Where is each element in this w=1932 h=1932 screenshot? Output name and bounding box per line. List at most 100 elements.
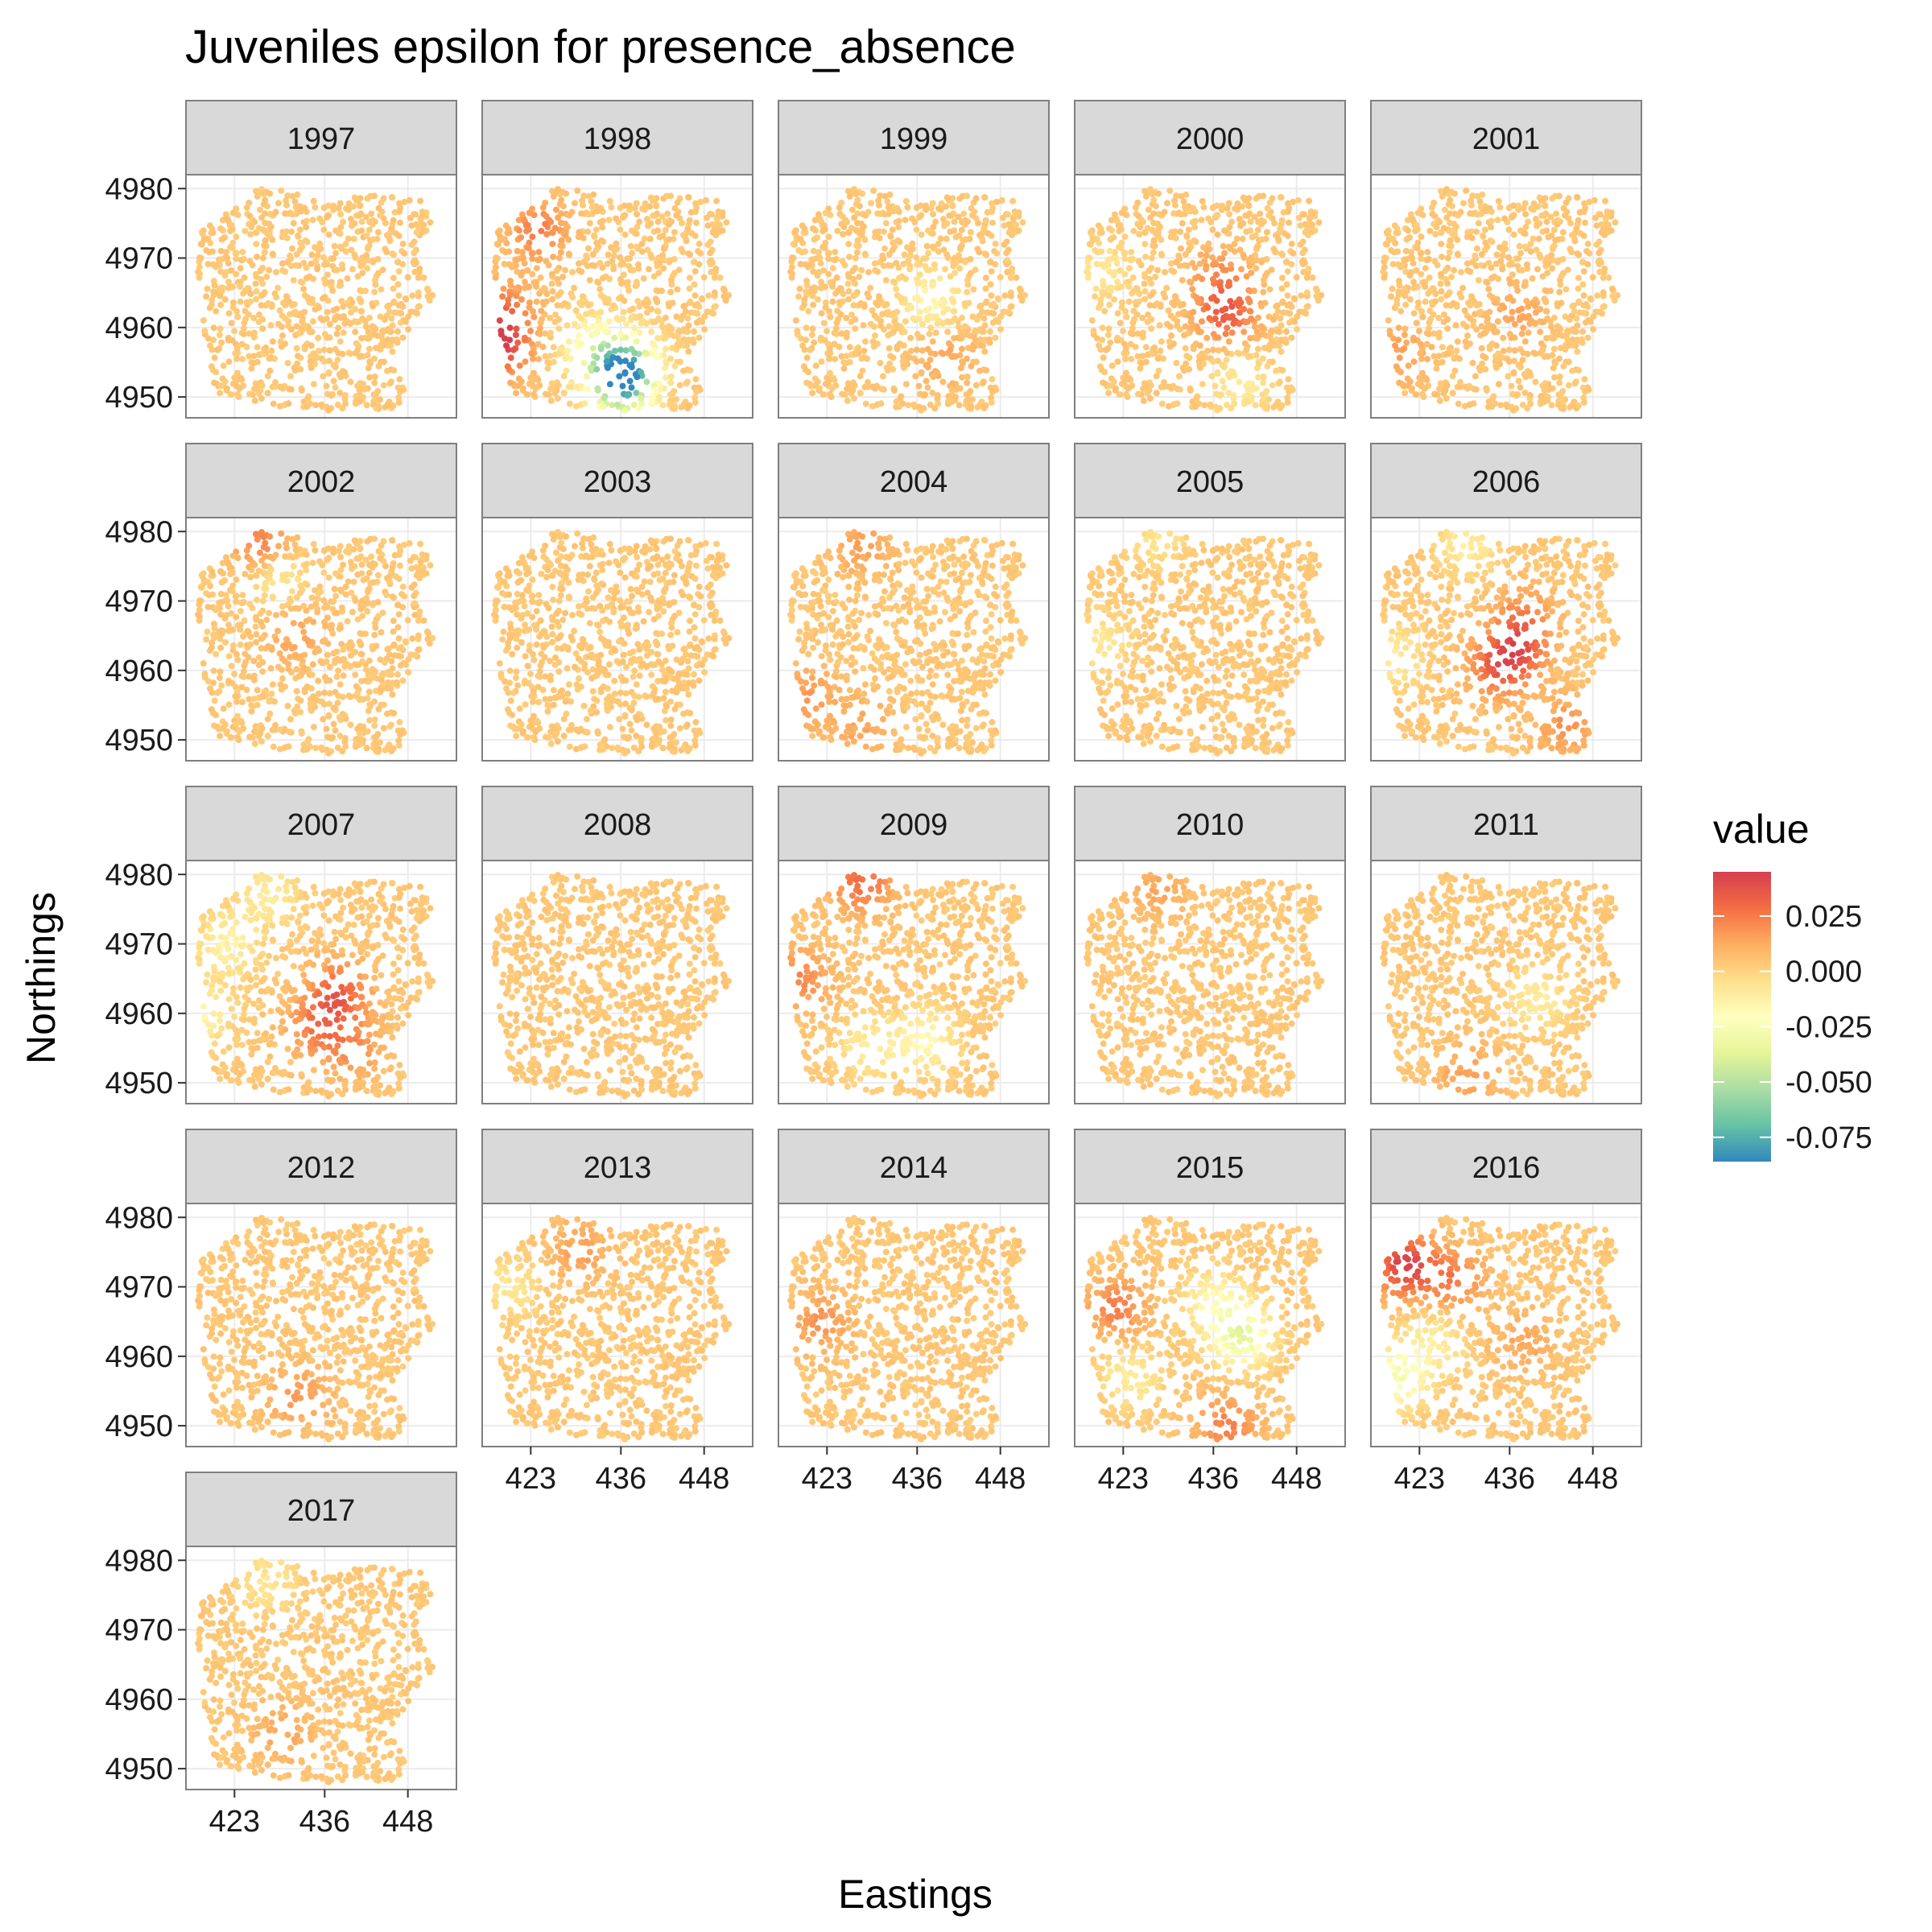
data-point [1125, 283, 1133, 291]
data-point [946, 212, 953, 219]
data-point [1163, 284, 1170, 291]
data-point [261, 242, 268, 250]
data-point [1461, 307, 1468, 314]
data-point [352, 328, 359, 336]
data-point [254, 254, 261, 261]
data-point [244, 285, 251, 291]
data-point [513, 292, 520, 299]
data-point [845, 295, 852, 303]
data-point [398, 300, 405, 308]
data-point [904, 204, 911, 211]
data-point [351, 194, 358, 201]
data-point [658, 287, 665, 295]
data-point [505, 301, 512, 308]
data-point [543, 231, 551, 237]
data-point [266, 355, 273, 362]
data-point [1573, 315, 1580, 322]
data-point [335, 204, 342, 212]
data-point [947, 346, 954, 353]
data-point [1511, 347, 1518, 354]
data-point [397, 562, 403, 569]
data-point [1417, 350, 1424, 357]
data-point [1563, 199, 1570, 206]
data-point [1270, 316, 1277, 323]
data-point [1222, 305, 1229, 312]
data-point [1453, 223, 1459, 230]
data-point [809, 390, 816, 397]
data-point [332, 384, 339, 391]
data-point [217, 733, 224, 740]
data-point [947, 318, 955, 325]
data-point [411, 308, 419, 316]
data-point [1166, 383, 1173, 390]
data-point [384, 342, 391, 349]
data-point [1121, 233, 1129, 241]
data-point [618, 280, 625, 287]
data-point [536, 255, 543, 262]
data-point [1604, 211, 1612, 217]
data-point [1106, 301, 1113, 308]
data-point [313, 354, 320, 361]
data-point [330, 255, 337, 262]
data-point [1213, 213, 1220, 220]
data-point [680, 342, 687, 349]
data-point [621, 213, 628, 220]
data-point [865, 208, 872, 216]
data-point [1584, 334, 1591, 341]
data-point [1259, 324, 1266, 331]
data-point [268, 690, 275, 697]
data-point [555, 280, 563, 287]
data-point [1402, 247, 1410, 254]
data-point [233, 233, 240, 241]
data-point [312, 745, 320, 752]
data-point [861, 236, 869, 243]
data-point [574, 187, 581, 194]
data-point [1245, 386, 1252, 394]
data-point [336, 338, 344, 345]
data-point [640, 275, 647, 282]
data-point [1550, 246, 1556, 253]
data-point [262, 196, 269, 204]
facet-strip-label: 1997 [287, 122, 356, 156]
data-point [605, 318, 613, 325]
data-point [1396, 379, 1403, 386]
data-point [824, 350, 832, 357]
data-point [1549, 265, 1556, 272]
data-point [594, 387, 601, 394]
data-point [1253, 265, 1260, 272]
data-point [720, 293, 728, 299]
data-point [201, 328, 208, 335]
data-point [335, 349, 342, 357]
data-point [1266, 199, 1274, 206]
data-point [275, 663, 282, 671]
data-point [325, 202, 332, 209]
data-point [881, 211, 889, 218]
data-point [340, 218, 347, 225]
data-point [1459, 284, 1467, 291]
data-point [1284, 309, 1291, 316]
data-point [380, 701, 387, 708]
data-point [516, 227, 522, 234]
data-point [989, 219, 996, 226]
data-point [255, 318, 262, 325]
data-point [1530, 206, 1537, 213]
data-point [287, 386, 295, 393]
data-point [234, 313, 242, 320]
data-point [988, 309, 995, 316]
data-point [929, 230, 936, 237]
data-point [295, 330, 303, 337]
data-point [598, 237, 605, 244]
data-point [1426, 308, 1434, 315]
data-point [1422, 298, 1429, 305]
data-point [500, 285, 507, 292]
data-point [591, 233, 598, 240]
data-point [225, 260, 232, 267]
data-point [604, 342, 611, 349]
data-point [805, 262, 812, 269]
data-point [1402, 325, 1409, 332]
data-point [968, 362, 975, 369]
data-point [1275, 235, 1282, 242]
data-point [825, 378, 832, 385]
data-point [1309, 221, 1316, 229]
data-point [1144, 318, 1151, 325]
